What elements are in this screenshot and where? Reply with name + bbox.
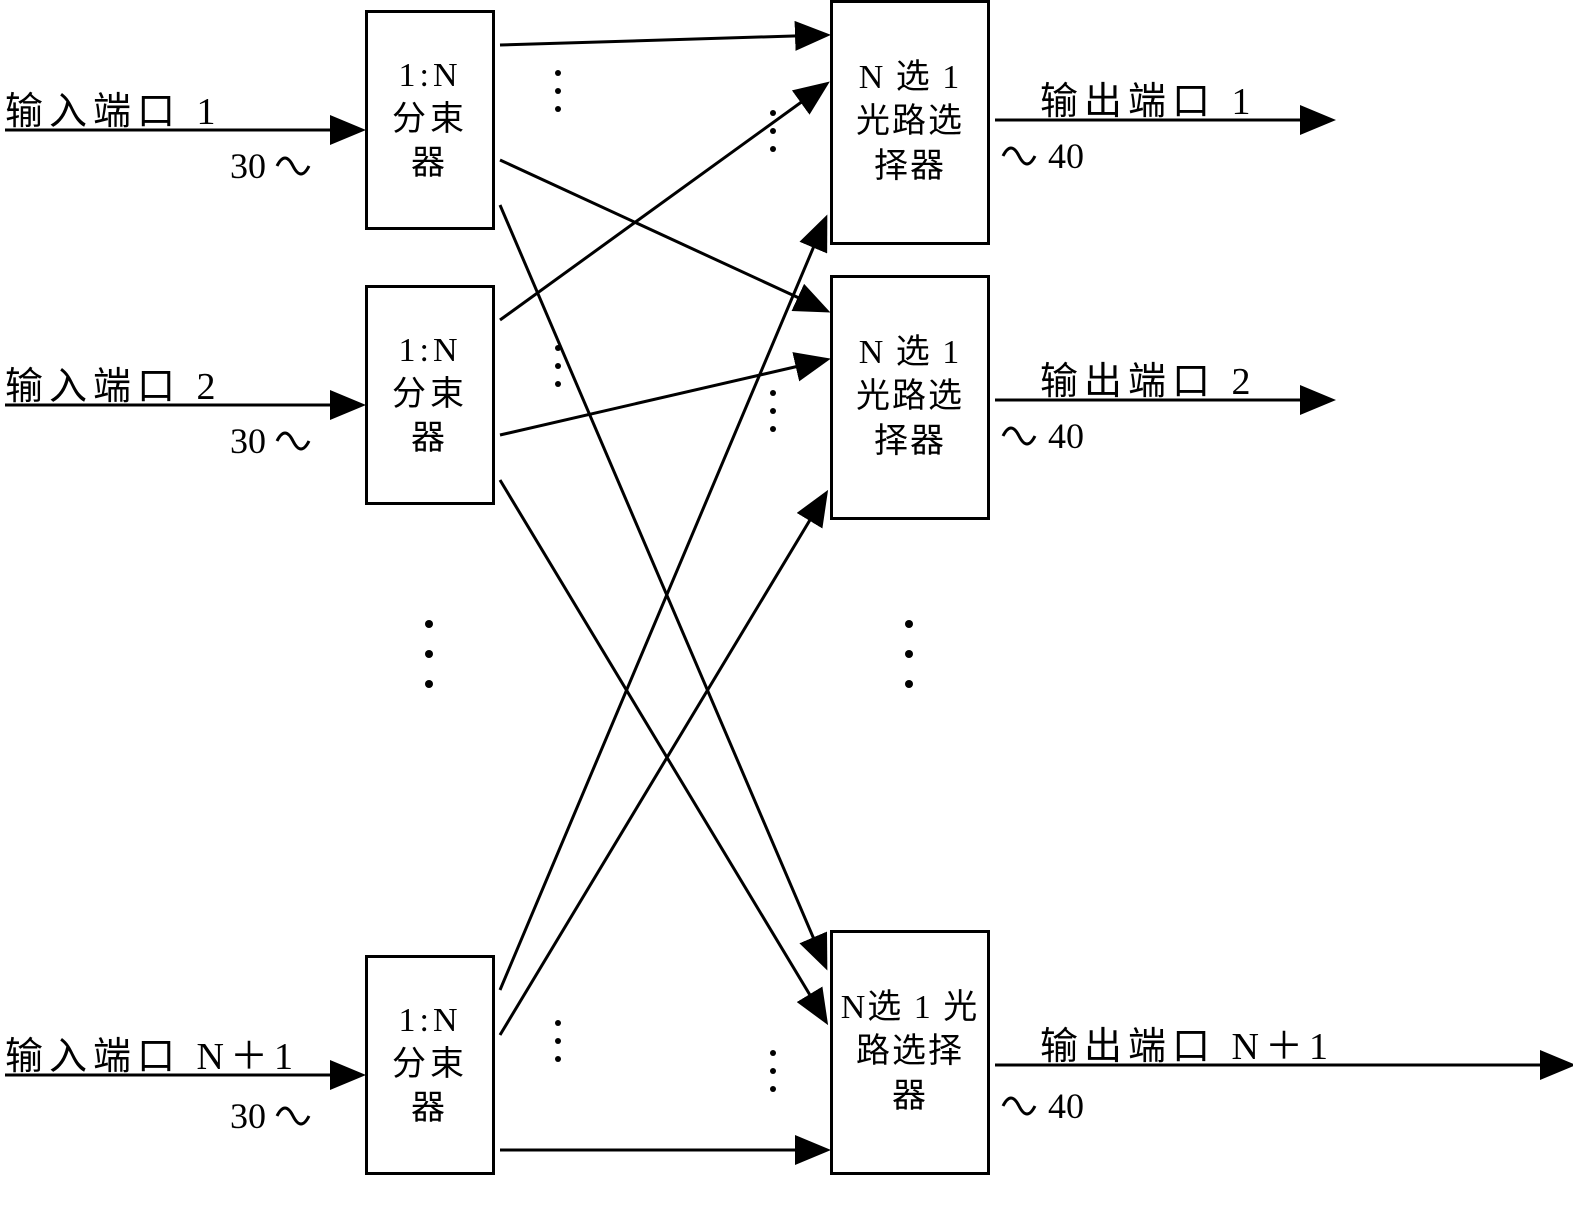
cross-arrow-6 bbox=[500, 480, 825, 1020]
splitter-line1: 1:N bbox=[399, 54, 462, 98]
splitter-line1: 1:N bbox=[399, 999, 462, 1043]
right-ref-label-2: 40 bbox=[1000, 415, 1084, 457]
selector-line2: 光路选 bbox=[856, 100, 964, 144]
output-port-label-1: 输出端口 1 bbox=[1040, 70, 1257, 125]
cross-arrow-1 bbox=[500, 35, 825, 45]
cross-vdots-3 bbox=[555, 1020, 561, 1062]
input-port-label-2: 输入端口 2 bbox=[5, 355, 222, 410]
left-ref-label-2: 30 bbox=[230, 420, 314, 462]
tilde-icon bbox=[1000, 1094, 1040, 1118]
cross-arrow-4 bbox=[500, 85, 825, 320]
splitter-line3: 器 bbox=[411, 1087, 449, 1131]
cross-arrow-8 bbox=[500, 495, 825, 1035]
selector-box-2: N 选 1光路选择器 bbox=[830, 275, 990, 520]
splitter-box-3: 1:N分束器 bbox=[365, 955, 495, 1175]
selector-box-3: N选 1 光路选择器 bbox=[830, 930, 990, 1175]
left-ref-label-3: 30 bbox=[230, 1095, 314, 1137]
splitter-line3: 器 bbox=[411, 417, 449, 461]
left-ref-label-1: 30 bbox=[230, 145, 314, 187]
cross-arrow-7 bbox=[500, 220, 825, 990]
cross-arrow-2 bbox=[500, 160, 825, 310]
selector-line1: N 选 1 bbox=[859, 331, 962, 375]
tilde-icon bbox=[274, 1104, 314, 1128]
splitter-line3: 器 bbox=[411, 142, 449, 186]
right-ref-label-1: 40 bbox=[1000, 135, 1084, 177]
cross-arrow-5 bbox=[500, 360, 825, 435]
splitter-box-2: 1:N分束器 bbox=[365, 285, 495, 505]
splitter-box-1: 1:N分束器 bbox=[365, 10, 495, 230]
selector-line1: N 选 1 bbox=[859, 56, 962, 100]
selector-line3: 器 bbox=[892, 1075, 928, 1119]
splitter-line2: 分束 bbox=[392, 98, 468, 142]
selector-box-1: N 选 1光路选择器 bbox=[830, 0, 990, 245]
output-port-label-3: 输出端口 N＋1 bbox=[1040, 1015, 1334, 1070]
input-port-label-1: 输入端口 1 bbox=[5, 80, 222, 135]
tilde-icon bbox=[274, 429, 314, 453]
selector-line1: N选 1 光 bbox=[841, 986, 980, 1030]
splitter-line1: 1:N bbox=[399, 329, 462, 373]
cross-vdots-1 bbox=[555, 70, 561, 112]
optical-switch-diagram: 1:N分束器1:N分束器1:N分束器N 选 1光路选择器N 选 1光路选择器N选… bbox=[0, 0, 1573, 1223]
cross-vdots-4 bbox=[770, 110, 776, 152]
splitter-line2: 分束 bbox=[392, 1043, 468, 1087]
ref-number: 40 bbox=[1048, 415, 1084, 457]
ref-number: 40 bbox=[1048, 1085, 1084, 1127]
splitter-line2: 分束 bbox=[392, 373, 468, 417]
column-vdots-2 bbox=[905, 620, 913, 688]
right-ref-label-3: 40 bbox=[1000, 1085, 1084, 1127]
tilde-icon bbox=[274, 154, 314, 178]
selector-line2: 路选择 bbox=[856, 1030, 964, 1074]
cross-vdots-6 bbox=[770, 1050, 776, 1092]
tilde-icon bbox=[1000, 424, 1040, 448]
ref-number: 30 bbox=[230, 420, 266, 462]
ref-number: 30 bbox=[230, 145, 266, 187]
selector-line3: 择器 bbox=[874, 420, 946, 464]
tilde-icon bbox=[1000, 144, 1040, 168]
ref-number: 40 bbox=[1048, 135, 1084, 177]
cross-arrow-3 bbox=[500, 205, 825, 965]
input-port-label-3: 输入端口 N＋1 bbox=[5, 1025, 299, 1080]
selector-line3: 择器 bbox=[874, 145, 946, 189]
cross-vdots-2 bbox=[555, 345, 561, 387]
column-vdots-1 bbox=[425, 620, 433, 688]
ref-number: 30 bbox=[230, 1095, 266, 1137]
output-port-label-2: 输出端口 2 bbox=[1040, 350, 1257, 405]
selector-line2: 光路选 bbox=[856, 375, 964, 419]
cross-vdots-5 bbox=[770, 390, 776, 432]
